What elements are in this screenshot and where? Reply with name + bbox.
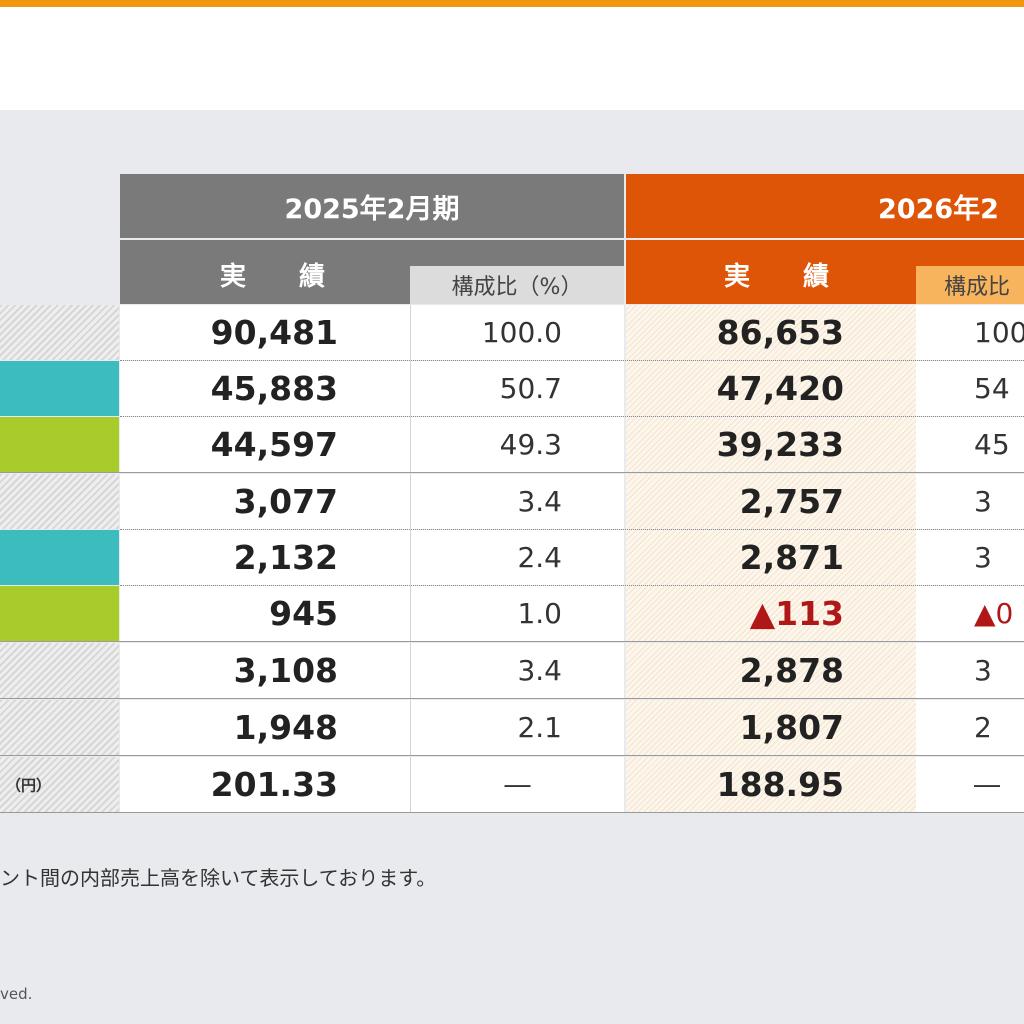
value-curr: 1,807 xyxy=(626,700,916,755)
value-prev: 945 xyxy=(120,586,410,641)
row-divider xyxy=(120,529,1024,530)
year-header-curr: 2026年2 xyxy=(626,174,1024,238)
value-curr: 2,878 xyxy=(626,643,916,698)
ratio-curr: 45 xyxy=(916,417,1024,472)
subheader-curr: 実 績 構成比 xyxy=(626,240,1024,304)
row-divider xyxy=(120,416,1024,417)
ratio-prev: 50.7 xyxy=(410,361,624,416)
ratio-curr: 54 xyxy=(916,361,1024,416)
ratio-prev: ― xyxy=(410,757,624,812)
footnote: ント間の内部売上高を除いて表示しております。 xyxy=(0,866,437,890)
row-stub-segment-b xyxy=(0,586,119,641)
ratio-prev: 1.0 xyxy=(410,586,624,641)
row-divider xyxy=(120,585,1024,586)
ratio-curr: 3 xyxy=(916,643,1024,698)
row-stub xyxy=(0,305,119,360)
ratio-curr: 2 xyxy=(916,700,1024,755)
row-divider xyxy=(0,698,1024,699)
ratio-prev: 2.4 xyxy=(410,530,624,585)
row-stub-segment-b xyxy=(0,417,119,472)
row-stub xyxy=(0,643,119,698)
row-divider xyxy=(0,755,1024,756)
actual-label-prev: 実 績 xyxy=(220,262,348,292)
row-divider xyxy=(0,641,1024,642)
row-stub-segment-a xyxy=(0,530,119,585)
value-curr: 39,233 xyxy=(626,417,916,472)
value-prev: 1,948 xyxy=(120,700,410,755)
year-header-prev: 2025年2月期 xyxy=(120,174,624,238)
ratio-prev: 49.3 xyxy=(410,417,624,472)
value-curr-negative: ▲113 xyxy=(626,586,916,641)
ratio-curr-negative: ▲0 xyxy=(916,586,1024,641)
value-prev: 3,108 xyxy=(120,643,410,698)
row-stub xyxy=(0,700,119,755)
ratio-curr: 100 xyxy=(916,305,1024,360)
value-curr: 2,757 xyxy=(626,474,916,529)
value-prev: 90,481 xyxy=(120,305,410,360)
row-label-yen: （円） xyxy=(5,776,51,794)
ratio-label-curr: 構成比 xyxy=(916,266,1024,304)
ratio-prev: 2.1 xyxy=(410,700,624,755)
ratio-curr: ― xyxy=(916,757,1024,812)
ratio-label-prev: 構成比（%） xyxy=(410,266,624,304)
ratio-prev: 3.4 xyxy=(410,474,624,529)
value-prev: 44,597 xyxy=(120,417,410,472)
value-prev: 2,132 xyxy=(120,530,410,585)
row-stub-segment-a xyxy=(0,361,119,416)
row-stub xyxy=(0,474,119,529)
header-band xyxy=(0,7,1024,110)
table-bottom-border xyxy=(0,812,1024,813)
subheader-prev: 実 績 構成比（%） xyxy=(120,240,624,304)
value-curr: 2,871 xyxy=(626,530,916,585)
value-curr: 47,420 xyxy=(626,361,916,416)
ratio-prev: 100.0 xyxy=(410,305,624,360)
value-prev: 45,883 xyxy=(120,361,410,416)
value-prev: 3,077 xyxy=(120,474,410,529)
value-curr: 188.95 xyxy=(626,757,916,812)
copyright: ved. xyxy=(0,985,33,1003)
ratio-prev: 3.4 xyxy=(410,643,624,698)
ratio-curr: 3 xyxy=(916,530,1024,585)
top-accent-bar xyxy=(0,0,1024,7)
value-prev: 201.33 xyxy=(120,757,410,812)
row-divider xyxy=(0,472,1024,473)
row-stub: （円） xyxy=(0,757,119,812)
value-curr: 86,653 xyxy=(626,305,916,360)
actual-label-curr: 実 績 xyxy=(724,262,852,292)
row-divider xyxy=(120,360,1024,361)
ratio-curr: 3 xyxy=(916,474,1024,529)
